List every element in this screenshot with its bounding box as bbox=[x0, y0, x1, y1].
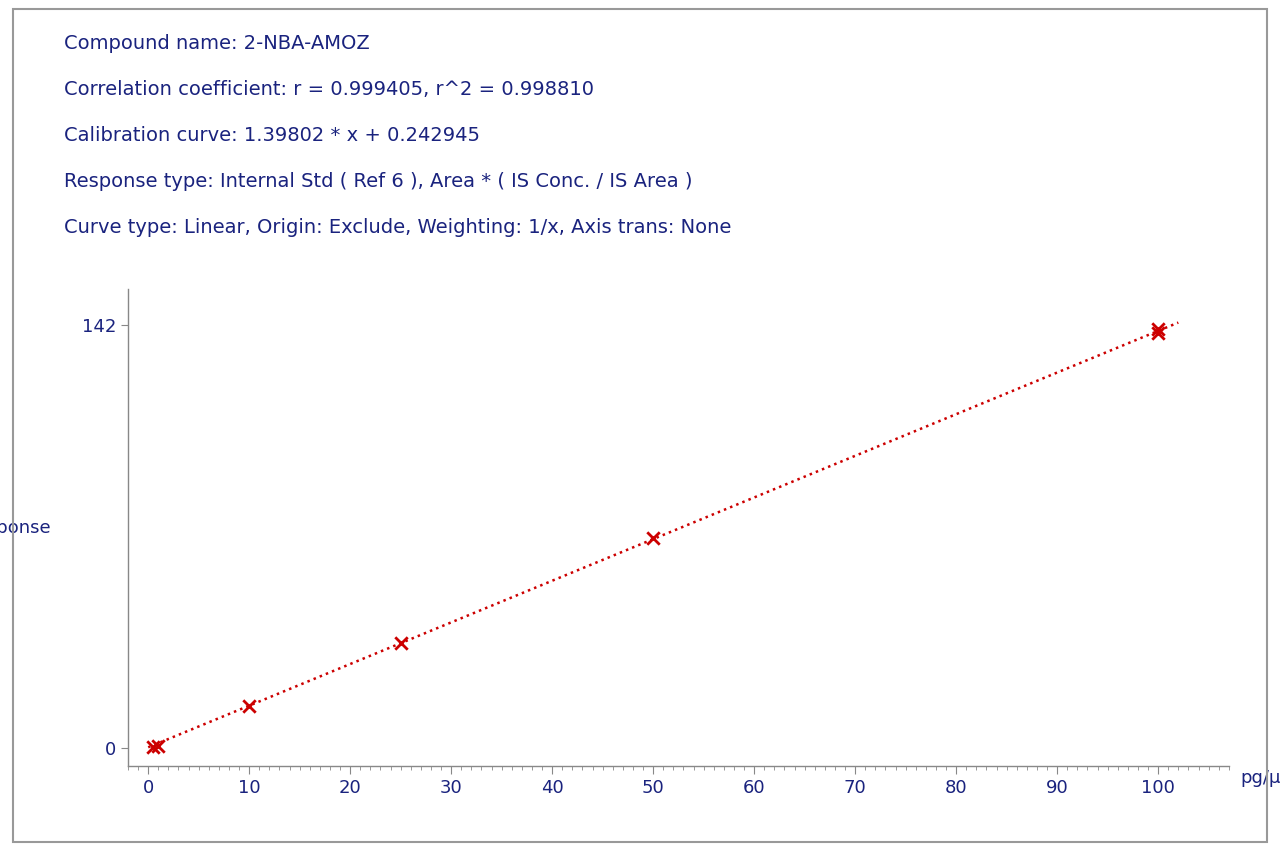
Point bbox=[143, 740, 164, 754]
Point bbox=[1148, 327, 1169, 340]
Point bbox=[239, 699, 260, 712]
Point bbox=[148, 740, 169, 753]
Text: Calibration curve: 1.39802 * x + 0.242945: Calibration curve: 1.39802 * x + 0.24294… bbox=[64, 126, 480, 145]
Text: pg/µl: pg/µl bbox=[1240, 768, 1280, 786]
Text: Correlation coefficient: r = 0.999405, r^2 = 0.998810: Correlation coefficient: r = 0.999405, r… bbox=[64, 80, 594, 99]
Text: Compound name: 2-NBA-AMOZ: Compound name: 2-NBA-AMOZ bbox=[64, 34, 370, 53]
Point bbox=[643, 531, 663, 545]
Text: Response: Response bbox=[0, 518, 51, 537]
Text: Response type: Internal Std ( Ref 6 ), Area * ( IS Conc. / IS Area ): Response type: Internal Std ( Ref 6 ), A… bbox=[64, 172, 692, 191]
Point bbox=[390, 637, 411, 650]
Point bbox=[1148, 322, 1169, 335]
Text: Curve type: Linear, Origin: Exclude, Weighting: 1/x, Axis trans: None: Curve type: Linear, Origin: Exclude, Wei… bbox=[64, 218, 731, 237]
